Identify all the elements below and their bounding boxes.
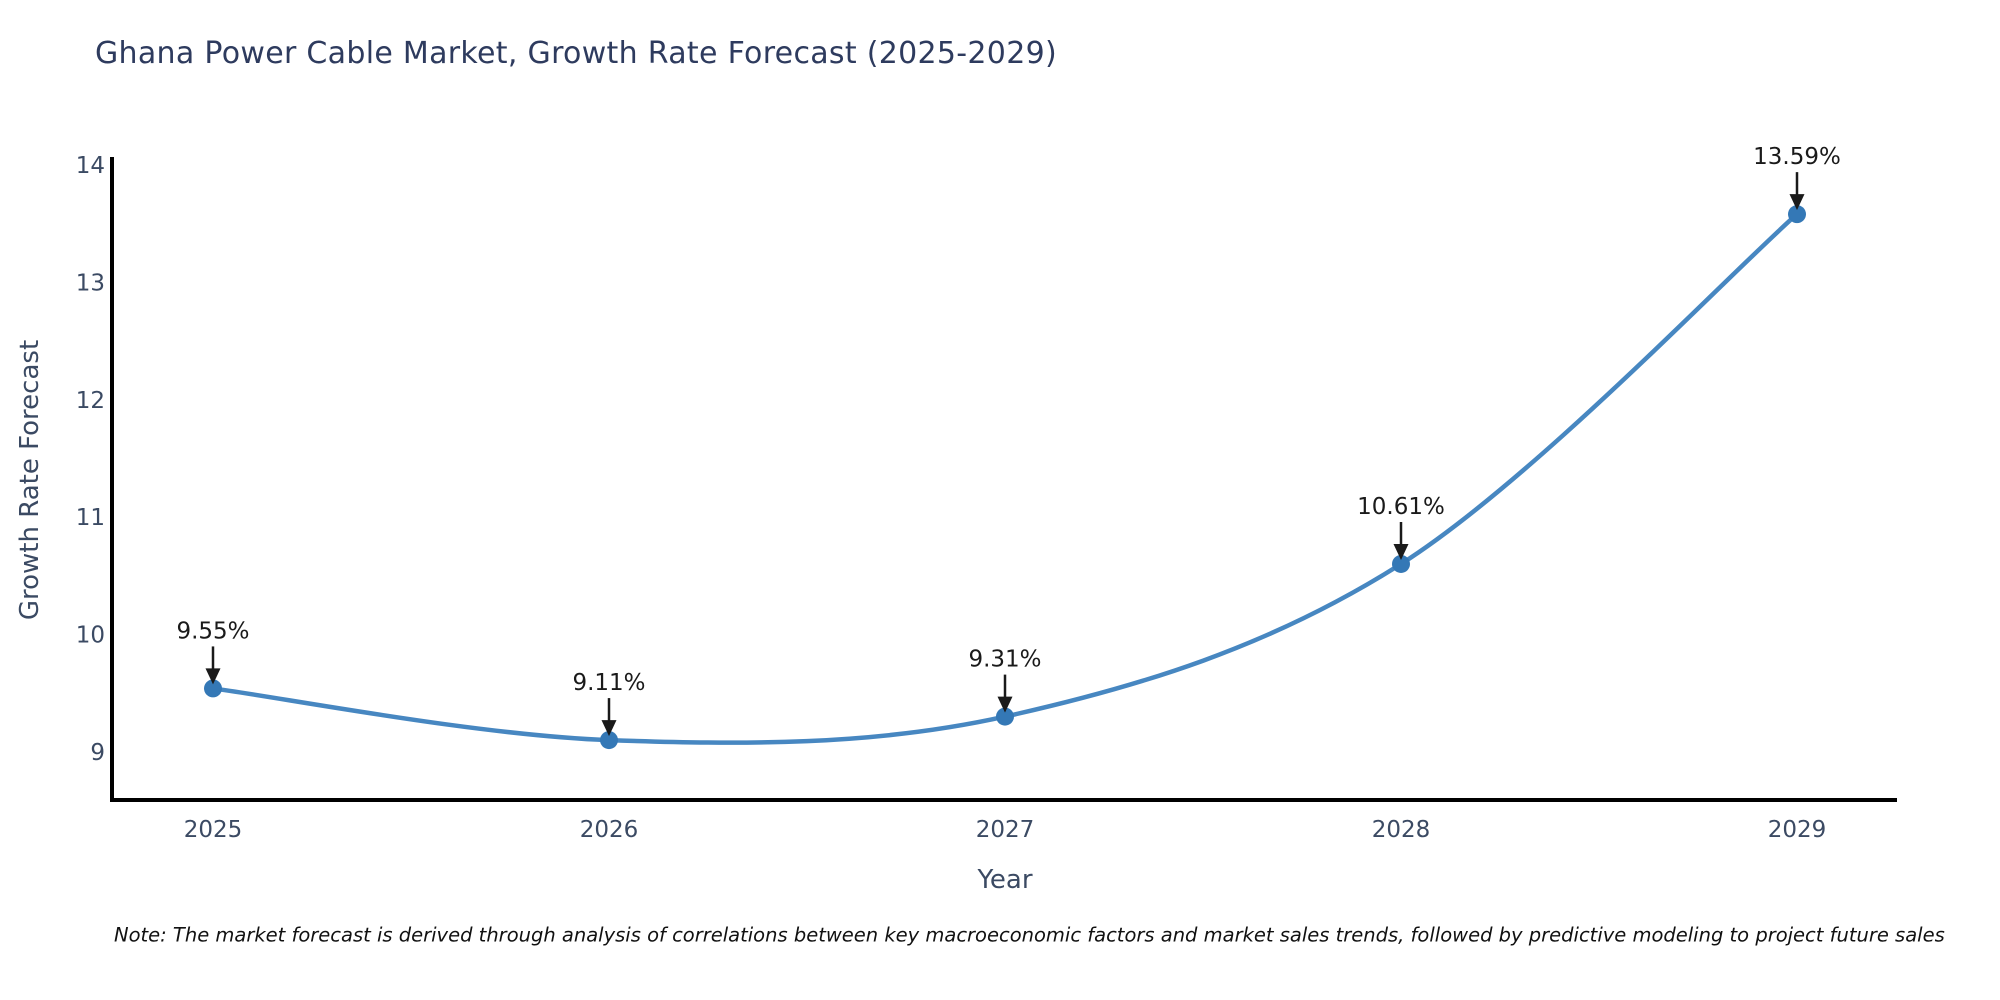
point-value-label: 9.11% bbox=[572, 670, 645, 696]
annotation-arrowhead-icon bbox=[997, 696, 1013, 713]
y-axis-spine bbox=[110, 157, 114, 802]
x-tick-label: 2027 bbox=[976, 817, 1035, 843]
point-value-label: 10.61% bbox=[1357, 494, 1445, 520]
point-value-label: 13.59% bbox=[1753, 144, 1841, 170]
x-axis-title: Year bbox=[977, 865, 1033, 895]
x-tick-label: 2028 bbox=[1372, 817, 1431, 843]
annotation-arrowhead-icon bbox=[601, 720, 617, 737]
y-tick-label: 11 bbox=[76, 505, 105, 531]
annotation-arrowhead-icon bbox=[1393, 543, 1409, 560]
x-tick-label: 2029 bbox=[1768, 817, 1827, 843]
data-point-marker bbox=[204, 679, 222, 698]
data-point-marker bbox=[600, 731, 618, 750]
y-tick-label: 10 bbox=[76, 623, 105, 649]
data-point-marker bbox=[1392, 554, 1410, 573]
footnote: Note: The market forecast is derived thr… bbox=[114, 923, 1945, 947]
y-tick-label: 14 bbox=[76, 153, 105, 179]
forecast-line bbox=[210, 211, 1800, 745]
chart-title: Ghana Power Cable Market, Growth Rate Fo… bbox=[95, 36, 1057, 71]
y-tick-label: 13 bbox=[76, 270, 105, 296]
point-value-label: 9.55% bbox=[176, 618, 249, 644]
point-value-label: 9.31% bbox=[968, 647, 1041, 673]
data-point-marker bbox=[996, 707, 1014, 726]
y-tick-label: 9 bbox=[90, 740, 105, 766]
annotation-arrowhead-icon bbox=[205, 668, 221, 685]
x-tick-label: 2025 bbox=[184, 817, 243, 843]
x-axis-spine bbox=[110, 798, 1897, 802]
data-point-marker bbox=[1788, 205, 1806, 224]
y-tick-label: 12 bbox=[76, 388, 105, 414]
annotation-arrowhead-icon bbox=[1789, 194, 1805, 211]
x-tick-label: 2026 bbox=[580, 817, 639, 843]
